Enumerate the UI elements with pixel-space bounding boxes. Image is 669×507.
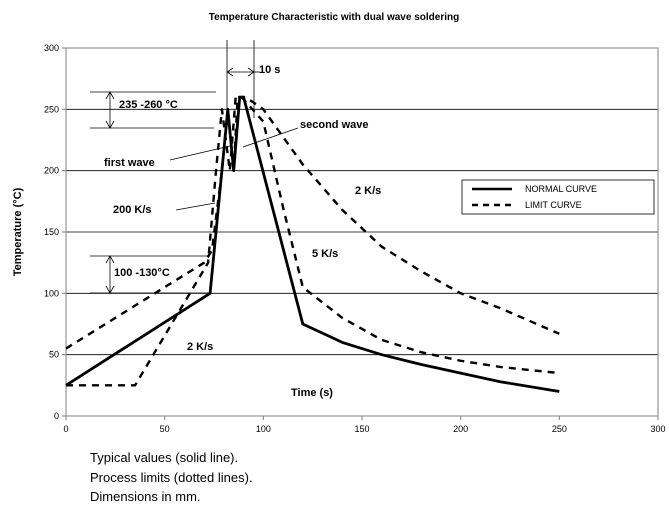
legend: NORMAL CURVE LIMIT CURVE <box>461 179 655 215</box>
annotation-10s: 10 s <box>259 64 280 76</box>
normal-curve-line <box>65 95 560 393</box>
y-tick-label: 50 <box>49 350 59 360</box>
notes: Typical values (solid line). Process lim… <box>90 448 253 507</box>
annotation-lines <box>90 40 299 294</box>
x-tick-label: 300 <box>650 424 665 434</box>
y-axis-label: Temperature (°C) <box>12 187 24 276</box>
y-tick-label: 0 <box>54 411 59 421</box>
annotation-preheat-range: 100 -130°C <box>114 267 170 279</box>
limit-curve-line-2 <box>66 95 560 387</box>
y-tick-label: 100 <box>44 288 59 298</box>
x-tick-label: 250 <box>552 424 567 434</box>
annotation-second-wave: second wave <box>300 119 368 131</box>
x-tick-label: 200 <box>453 424 468 434</box>
annotation-peak-range: 235 -260 °C <box>119 99 178 111</box>
series-lines <box>65 95 560 393</box>
annotation-200ks: 200 K/s <box>113 204 152 216</box>
note-dimensions: Dimensions in mm. <box>90 489 201 504</box>
x-tick-label: 150 <box>354 424 369 434</box>
x-tick-label: 50 <box>160 424 170 434</box>
legend-label-normal: NORMAL CURVE <box>525 184 597 194</box>
axis-ticks: 0 50 100 150 200 250 300 0 50 100 150 200 250 300 <box>44 43 666 434</box>
gridlines <box>66 108 658 356</box>
note-limits: Process limits (dotted lines). <box>90 469 253 485</box>
annotation-2ks-lower: 2 K/s <box>187 341 213 353</box>
y-tick-label: 200 <box>44 166 59 176</box>
note-typical: Typical values (solid line). <box>90 450 239 465</box>
annotation-2ks-upper: 2 K/s <box>355 185 381 197</box>
limit-curve-line-1 <box>65 95 560 350</box>
x-tick-label: 100 <box>256 424 271 434</box>
chart-title: Temperature Characteristic with dual wav… <box>209 12 459 23</box>
annotation-5ks: 5 K/s <box>312 248 338 260</box>
annotation-first-wave: first wave <box>104 157 155 169</box>
x-tick-label: 0 <box>63 424 68 434</box>
y-tick-label: 250 <box>44 104 59 114</box>
x-axis-label: Time (s) <box>291 387 333 399</box>
legend-label-limit: LIMIT CURVE <box>525 200 582 210</box>
y-tick-label: 150 <box>44 227 59 237</box>
y-tick-label: 300 <box>44 43 59 53</box>
